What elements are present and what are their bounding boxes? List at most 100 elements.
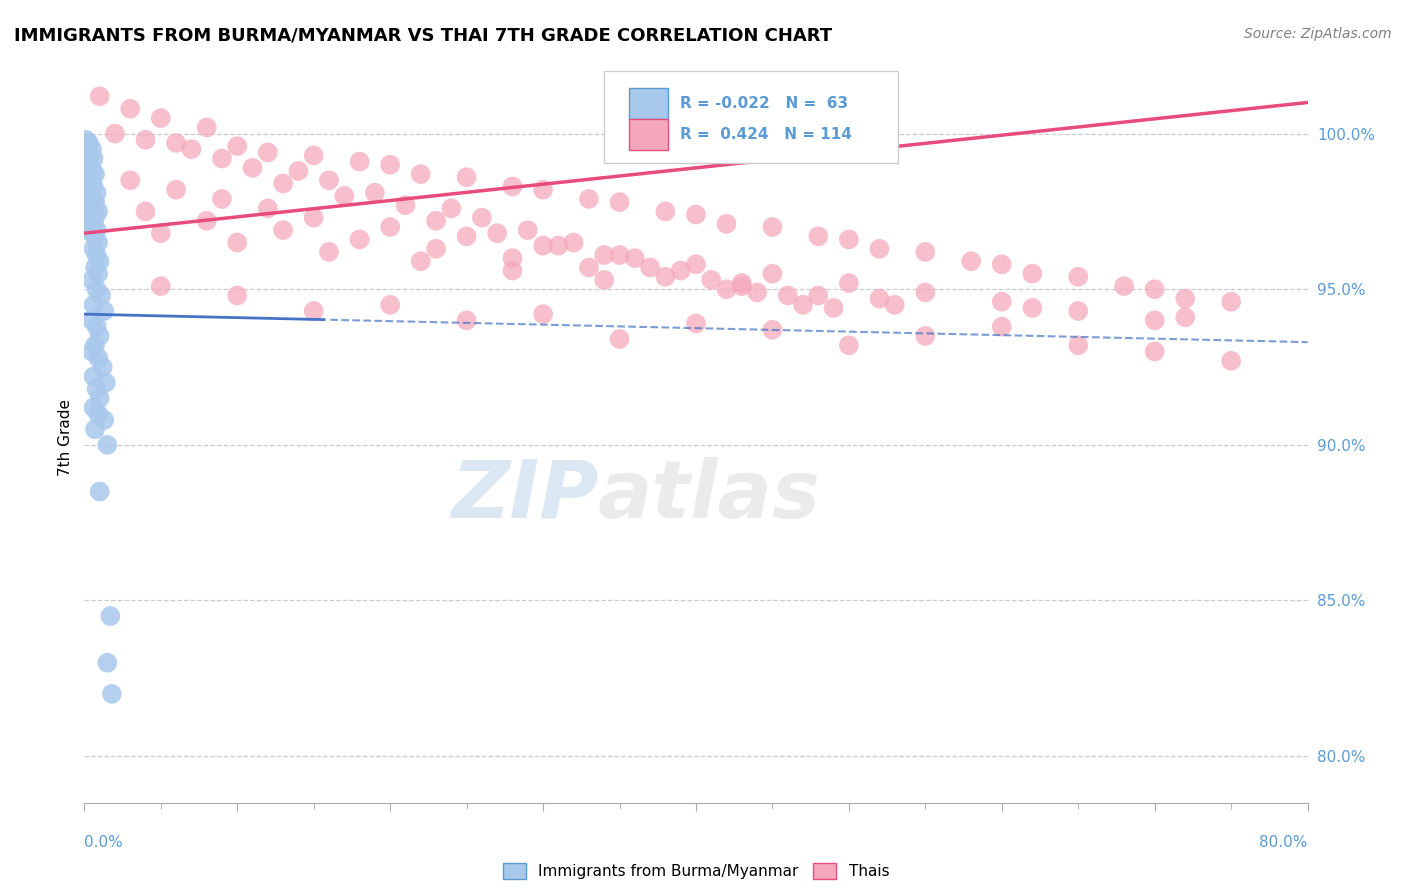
Point	[83, 298, 105, 312]
Point	[1143, 344, 1166, 359]
Text: IMMIGRANTS FROM BURMA/MYANMAR VS THAI 7TH GRADE CORRELATION CHART: IMMIGRANTS FROM BURMA/MYANMAR VS THAI 7T…	[14, 27, 832, 45]
Point	[578, 192, 600, 206]
Point	[1021, 301, 1043, 315]
Text: R = -0.022   N =  63: R = -0.022 N = 63	[681, 96, 848, 111]
Point	[654, 269, 676, 284]
Point	[990, 257, 1012, 271]
Point	[76, 145, 98, 160]
Point	[1067, 338, 1090, 352]
Point	[990, 319, 1012, 334]
Point	[149, 279, 172, 293]
Point	[84, 167, 107, 181]
Point	[271, 223, 294, 237]
Point	[869, 242, 891, 256]
Point	[1220, 354, 1243, 368]
Point	[287, 164, 309, 178]
Point	[98, 609, 121, 624]
Point	[135, 133, 157, 147]
Point	[669, 263, 692, 277]
Point	[83, 242, 105, 256]
Point	[456, 229, 478, 244]
Point	[380, 219, 402, 234]
Point	[84, 338, 107, 352]
Point	[731, 276, 754, 290]
Point	[86, 382, 108, 396]
Point	[149, 226, 172, 240]
Point	[96, 656, 118, 670]
Point	[761, 219, 783, 234]
Point	[76, 177, 98, 191]
Point	[82, 164, 104, 178]
Point	[990, 294, 1012, 309]
Point	[914, 285, 936, 300]
Point	[211, 152, 233, 166]
Point	[165, 136, 187, 150]
Point	[257, 145, 280, 160]
Point	[80, 208, 103, 222]
Text: Source: ZipAtlas.com: Source: ZipAtlas.com	[1244, 27, 1392, 41]
Point	[380, 298, 402, 312]
Point	[89, 484, 111, 499]
Point	[80, 226, 103, 240]
Point	[501, 179, 523, 194]
Point	[1114, 279, 1136, 293]
Point	[333, 189, 356, 203]
Point	[624, 251, 647, 265]
Point	[654, 204, 676, 219]
Point	[838, 276, 860, 290]
Point	[79, 158, 101, 172]
Point	[84, 211, 107, 225]
Point	[593, 273, 616, 287]
Point	[76, 139, 98, 153]
Point	[84, 260, 107, 275]
Point	[165, 183, 187, 197]
Point	[960, 254, 983, 268]
Point	[83, 217, 105, 231]
Point	[349, 154, 371, 169]
Point	[77, 189, 100, 203]
Point	[80, 142, 103, 156]
Point	[226, 235, 249, 250]
Point	[77, 136, 100, 150]
Point	[83, 152, 105, 166]
Point	[86, 223, 108, 237]
Point	[1220, 294, 1243, 309]
Point	[638, 260, 661, 275]
FancyBboxPatch shape	[605, 71, 898, 162]
Point	[318, 173, 340, 187]
Point	[77, 170, 100, 185]
Point	[84, 229, 107, 244]
Point	[302, 304, 325, 318]
Point	[87, 235, 110, 250]
Point	[1021, 267, 1043, 281]
Point	[914, 244, 936, 259]
Point	[149, 111, 172, 125]
Point	[83, 179, 105, 194]
Point	[195, 120, 218, 135]
Point	[456, 313, 478, 327]
Point	[776, 288, 799, 302]
Point	[79, 219, 101, 234]
Point	[101, 687, 124, 701]
Point	[364, 186, 387, 200]
Point	[516, 223, 538, 237]
Point	[425, 213, 447, 227]
Text: 0.0%: 0.0%	[84, 835, 124, 850]
Point	[394, 198, 416, 212]
Point	[838, 338, 860, 352]
Point	[195, 213, 218, 227]
Point	[883, 298, 905, 312]
Point	[685, 317, 707, 331]
Point	[456, 170, 478, 185]
Point	[593, 248, 616, 262]
Point	[425, 242, 447, 256]
Point	[807, 229, 830, 244]
Point	[869, 292, 891, 306]
Point	[562, 235, 585, 250]
Point	[242, 161, 264, 175]
Text: 80.0%: 80.0%	[1260, 835, 1308, 850]
Point	[501, 251, 523, 265]
Point	[531, 307, 554, 321]
Point	[257, 202, 280, 216]
Point	[87, 267, 110, 281]
